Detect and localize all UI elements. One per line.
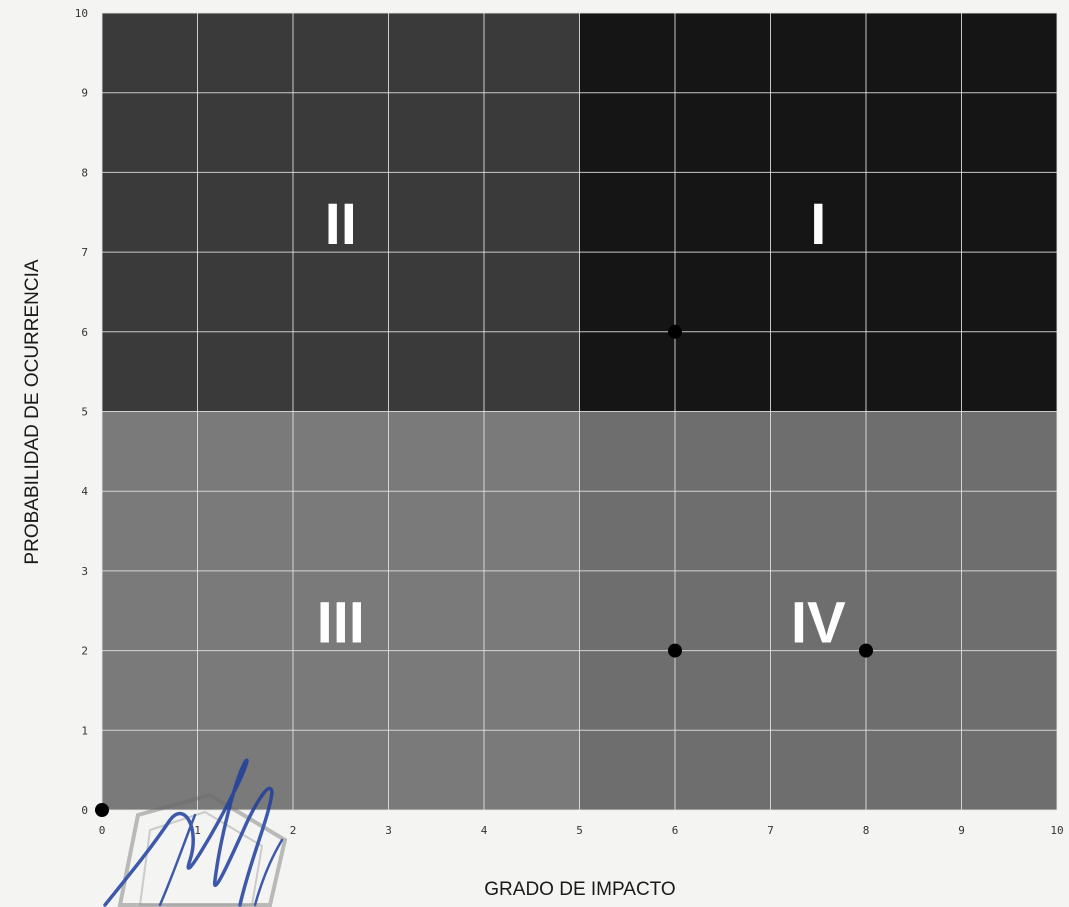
quadrant-backgrounds	[102, 13, 1057, 810]
y-tick-label: 5	[81, 406, 88, 419]
x-axis-title: GRADO DE IMPACTO	[484, 879, 675, 900]
x-tick-label: 7	[767, 824, 774, 837]
quadrant-label-III: III	[317, 591, 365, 656]
x-tick-label: 8	[863, 824, 870, 837]
x-tick-label: 1	[194, 824, 201, 837]
quadrant-label-II: II	[325, 192, 357, 257]
seal-stamp-with-signature-icon	[103, 758, 288, 907]
y-tick-label: 10	[75, 7, 88, 20]
y-tick-label: 1	[81, 724, 88, 737]
quadrant-II-background	[102, 13, 580, 412]
grid-lines	[101, 12, 1058, 811]
x-axis-ticks: 0 1 2 3 4 5 6 7 8 9 10	[99, 824, 1064, 837]
x-tick-label: 10	[1050, 824, 1063, 837]
quadrant-IV-background	[579, 411, 1057, 810]
quadrant-label-I: I	[810, 192, 826, 257]
y-axis-ticks: 0 1 2 3 4 5 6 7 8 9 10	[75, 7, 89, 817]
y-tick-label: 2	[81, 645, 88, 658]
y-tick-label: 9	[81, 87, 88, 100]
x-tick-label: 0	[99, 824, 106, 837]
y-axis-title: PROBABILIDAD DE OCURRENCIA	[22, 259, 43, 564]
y-tick-label: 3	[81, 565, 88, 578]
data-point	[859, 643, 873, 658]
data-point	[668, 643, 682, 658]
x-tick-label: 5	[576, 824, 583, 837]
y-tick-label: 0	[81, 804, 88, 817]
data-point	[668, 324, 682, 339]
x-tick-label: 6	[672, 824, 679, 837]
quadrant-I-background	[579, 13, 1057, 412]
y-tick-label: 4	[81, 485, 88, 498]
x-tick-label: 2	[290, 824, 297, 837]
x-tick-label: 9	[958, 824, 965, 837]
y-tick-label: 8	[81, 166, 88, 179]
x-tick-label: 4	[481, 824, 488, 837]
quadrant-label-IV: IV	[791, 591, 846, 656]
x-tick-label: 3	[385, 824, 392, 837]
data-points	[95, 324, 873, 817]
y-tick-label: 6	[81, 326, 88, 339]
quadrant-III-background	[102, 411, 580, 810]
y-tick-label: 7	[81, 246, 88, 259]
data-point	[95, 803, 109, 817]
